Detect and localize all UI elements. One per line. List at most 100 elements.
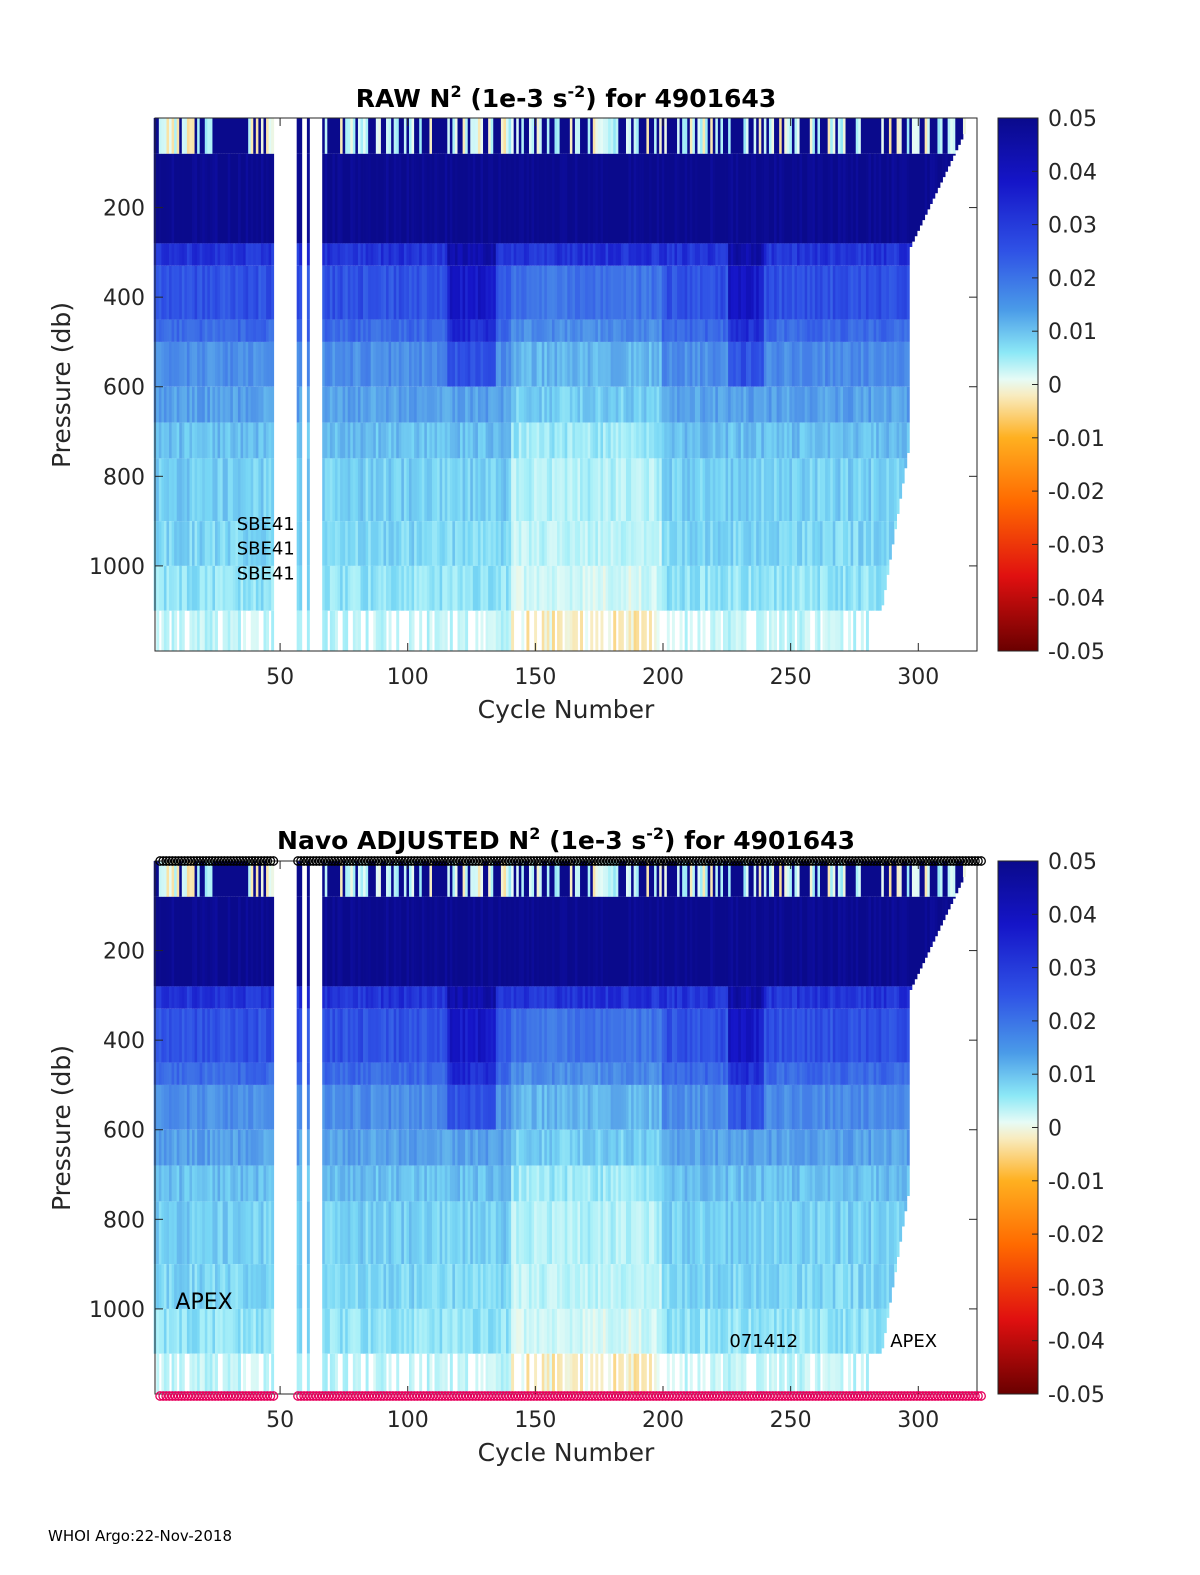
adjusted-heatmap-cell — [222, 1084, 226, 1130]
raw-heatmap-cell — [403, 341, 407, 387]
raw-heatmap-cell — [480, 521, 484, 566]
adjusted-heatmap-cell — [209, 861, 213, 897]
raw-heatmap-cell — [230, 386, 234, 423]
raw-heatmap-cell — [960, 118, 964, 140]
raw-heatmap-cell — [268, 458, 272, 522]
raw-heatmap-cell — [375, 153, 379, 244]
raw-heatmap-cell — [222, 565, 226, 611]
adjusted-heatmap-cell — [166, 861, 170, 897]
adjusted-heatmap-cell — [513, 1008, 517, 1063]
adjusted-heatmap-cell — [401, 1129, 405, 1166]
raw-heatmap-cell — [625, 610, 629, 651]
adjusted-heatmap-cell — [442, 1084, 446, 1130]
raw-heatmap-cell — [641, 341, 645, 387]
raw-heatmap-cell — [192, 386, 195, 423]
adjusted-heatmap-cell — [212, 896, 216, 987]
raw-heatmap-cell — [217, 118, 221, 154]
adjusted-heatmap-cell — [199, 986, 203, 1009]
raw-heatmap-cell — [705, 521, 709, 566]
raw-heatmap-cell — [605, 565, 609, 611]
raw-heatmap-cell — [748, 565, 752, 611]
raw-heatmap-cell — [521, 458, 525, 522]
adjusted-heatmap-cell — [186, 896, 190, 987]
raw-heatmap-cell — [853, 386, 857, 423]
adjusted-heatmap-cell — [460, 861, 464, 897]
raw-heatmap-cell — [710, 458, 714, 522]
raw-heatmap-cell — [511, 422, 515, 459]
raw-heatmap-cell — [380, 319, 384, 342]
raw-heatmap-cell — [809, 118, 813, 154]
raw-heatmap-cell — [758, 319, 762, 342]
adjusted-heatmap-cell — [197, 1008, 201, 1063]
raw-heatmap-cell — [551, 319, 555, 342]
adjusted-heatmap-cell — [414, 1264, 418, 1309]
adjusted-heatmap-cell — [329, 1201, 333, 1265]
adjusted-heatmap-cell — [202, 1008, 206, 1063]
adjusted-heatmap-cell — [230, 1129, 234, 1166]
raw-heatmap-cell — [426, 610, 430, 651]
adjusted-heatmap-cell — [237, 1201, 241, 1265]
raw-heatmap-cell — [424, 153, 428, 244]
raw-heatmap-cell — [184, 422, 188, 459]
raw-heatmap-cell — [577, 386, 581, 423]
adjusted-heatmap-cell — [373, 1129, 377, 1166]
raw-heatmap-cell — [202, 521, 206, 566]
raw-heatmap-cell — [488, 386, 492, 423]
raw-heatmap-cell — [266, 565, 269, 611]
raw-heatmap-cell — [860, 521, 864, 566]
adjusted-heatmap-cell — [296, 1308, 300, 1354]
adjusted-heatmap-cell — [181, 1264, 185, 1309]
raw-heatmap-cell — [715, 521, 719, 566]
raw-heatmap-cell — [587, 422, 591, 459]
adjusted-heatmap-cell — [414, 986, 418, 1009]
raw-heatmap-cell — [955, 118, 959, 151]
raw-heatmap-cell — [661, 458, 665, 522]
adjusted-heatmap-cell — [419, 861, 423, 897]
raw-heatmap-cell — [894, 341, 897, 387]
raw-heatmap-cell — [914, 153, 918, 237]
raw-heatmap-cell — [419, 458, 423, 522]
adjusted-heatmap-cell — [526, 1062, 530, 1085]
adjusted-heatmap-cell — [209, 1201, 213, 1265]
raw-heatmap-cell — [720, 265, 724, 320]
adjusted-heatmap-cell — [166, 1308, 170, 1354]
adjusted-heatmap-cell — [454, 1201, 458, 1265]
raw-heatmap-cell — [643, 521, 647, 566]
raw-heatmap-cell — [825, 341, 829, 387]
raw-heatmap-cell — [894, 319, 897, 342]
adjusted-heatmap-cell — [534, 896, 538, 987]
raw-heatmap-cell — [789, 265, 793, 320]
adjusted-heatmap-cell — [386, 1165, 389, 1202]
adjusted-heatmap-cell — [360, 986, 364, 1009]
adjusted-heatmap-cell — [375, 1201, 379, 1265]
raw-heatmap-cell — [608, 265, 612, 320]
raw-heatmap-cell — [380, 118, 384, 154]
raw-heatmap-cell — [174, 565, 178, 611]
raw-heatmap-cell — [189, 521, 193, 566]
raw-heatmap-cell — [347, 319, 351, 342]
raw-heatmap-cell — [375, 265, 379, 320]
raw-heatmap-cell — [804, 243, 808, 266]
raw-heatmap-cell — [444, 118, 448, 154]
adjusted-heatmap-cell — [253, 1353, 257, 1394]
raw-heatmap-cell — [804, 386, 808, 423]
raw-heatmap-cell — [608, 565, 612, 611]
raw-heatmap-cell — [429, 565, 433, 611]
adjusted-heatmap-cell — [169, 1084, 172, 1130]
raw-heatmap-cell — [694, 341, 698, 387]
raw-heatmap-cell — [158, 521, 162, 566]
raw-heatmap-cell — [403, 521, 407, 566]
adjusted-heatmap-cell — [243, 1129, 247, 1166]
raw-heatmap-cell — [643, 118, 647, 154]
raw-heatmap-cell — [789, 341, 793, 387]
raw-heatmap-cell — [194, 319, 198, 342]
adjusted-heatmap-cell — [457, 896, 461, 987]
raw-heatmap-cell — [373, 341, 377, 387]
raw-heatmap-cell — [899, 386, 903, 423]
raw-heatmap-cell — [559, 243, 563, 266]
raw-heatmap-cell — [490, 521, 494, 566]
adjusted-heatmap-cell — [483, 896, 486, 987]
raw-heatmap-cell — [327, 458, 331, 522]
raw-heatmap-cell — [720, 243, 724, 266]
raw-heatmap-cell — [648, 243, 652, 266]
